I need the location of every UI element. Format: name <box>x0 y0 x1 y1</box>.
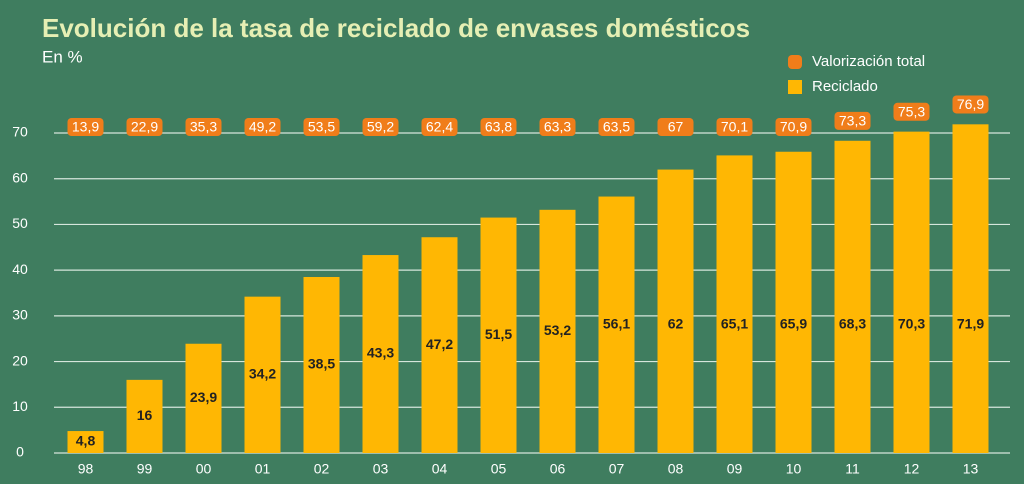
total-marker <box>834 111 871 130</box>
total-marker <box>244 118 281 136</box>
x-tick-label: 98 <box>78 461 94 477</box>
bar-value-label: 65,9 <box>780 316 807 332</box>
chart-subtitle: En % <box>42 47 83 66</box>
bar <box>421 237 458 453</box>
bar <box>126 379 163 453</box>
total-value-label: 70,1 <box>721 119 748 135</box>
bar-value-label: 62 <box>668 316 684 332</box>
bar <box>893 131 930 453</box>
bar <box>244 296 281 453</box>
total-marker <box>657 118 694 136</box>
total-marker <box>775 118 812 136</box>
x-tick-label: 06 <box>550 461 566 477</box>
bar-value-label: 16 <box>137 407 153 423</box>
bar-value-label: 65,1 <box>721 316 748 332</box>
total-marker <box>893 102 930 121</box>
x-tick-label: 10 <box>786 461 802 477</box>
bar-value-label: 4,8 <box>76 433 96 449</box>
x-tick-label: 12 <box>904 461 920 477</box>
total-marker <box>67 118 104 136</box>
total-marker <box>598 118 635 136</box>
total-marker <box>480 118 517 136</box>
x-tick-label: 08 <box>668 461 684 477</box>
total-marker <box>716 118 753 136</box>
bar-value-label: 34,2 <box>249 366 276 382</box>
x-tick-label: 04 <box>432 461 448 477</box>
bar <box>480 217 517 453</box>
bar <box>185 343 222 453</box>
bar-value-label: 43,3 <box>367 345 394 361</box>
bar <box>539 209 576 453</box>
x-tick-label: 11 <box>845 461 860 477</box>
total-value-label: 63,5 <box>603 119 630 135</box>
total-value-label: 76,9 <box>957 96 984 112</box>
bar <box>952 124 989 454</box>
total-value-label: 73,3 <box>839 113 866 129</box>
x-tick-label: 13 <box>963 461 979 477</box>
total-marker <box>185 118 222 136</box>
total-value-label: 59,2 <box>367 119 394 135</box>
bar-value-label: 51,5 <box>485 326 512 342</box>
bar <box>834 140 871 453</box>
chart-title: Evolución de la tasa de reciclado de env… <box>42 13 750 43</box>
bar-value-label: 38,5 <box>308 356 335 372</box>
x-tick-label: 00 <box>196 461 212 477</box>
total-value-label: 63,3 <box>544 119 571 135</box>
x-tick-label: 03 <box>373 461 389 477</box>
total-value-label: 49,2 <box>249 119 276 135</box>
y-tick-label: 30 <box>12 307 28 323</box>
legend-label: Valorización total <box>812 53 925 70</box>
x-tick-label: 07 <box>609 461 625 477</box>
bar <box>657 169 694 454</box>
x-tick-label: 02 <box>314 461 330 477</box>
legend-marker <box>788 80 802 94</box>
total-marker <box>303 118 340 136</box>
total-value-label: 63,8 <box>485 119 512 135</box>
y-tick-label: 50 <box>12 215 28 231</box>
legend-marker <box>788 55 802 69</box>
total-marker <box>539 118 576 136</box>
bar <box>775 151 812 453</box>
bar-value-label: 47,2 <box>426 336 453 352</box>
total-marker <box>126 118 163 136</box>
y-tick-label: 20 <box>12 352 28 368</box>
total-marker <box>952 95 989 114</box>
total-marker <box>362 118 399 136</box>
x-tick-label: 09 <box>727 461 743 477</box>
total-value-label: 22,9 <box>131 119 158 135</box>
total-marker <box>421 118 458 136</box>
total-value-label: 62,4 <box>426 119 453 135</box>
bar-value-label: 71,9 <box>957 316 984 332</box>
total-value-label: 70,9 <box>780 119 807 135</box>
bar <box>362 255 399 453</box>
x-tick-label: 05 <box>491 461 507 477</box>
total-value-label: 35,3 <box>190 119 217 135</box>
total-value-label: 75,3 <box>898 103 925 119</box>
bar <box>303 277 340 453</box>
x-tick-label: 99 <box>137 461 153 477</box>
y-tick-label: 0 <box>16 444 24 460</box>
bar <box>716 155 753 453</box>
y-tick-label: 40 <box>12 261 28 277</box>
bar-value-label: 56,1 <box>603 316 630 332</box>
bar <box>598 196 635 454</box>
total-value-label: 53,5 <box>308 119 335 135</box>
total-value-label: 67 <box>668 119 684 135</box>
bar-value-label: 70,3 <box>898 316 925 332</box>
bar-value-label: 23,9 <box>190 389 217 405</box>
y-tick-label: 10 <box>12 398 28 414</box>
legend-label: Reciclado <box>812 78 878 95</box>
x-tick-label: 01 <box>255 461 271 477</box>
total-value-label: 13,9 <box>72 119 99 135</box>
y-tick-label: 70 <box>12 124 28 140</box>
bar <box>67 431 104 453</box>
y-tick-label: 60 <box>12 169 28 185</box>
bar-value-label: 53,2 <box>544 322 571 338</box>
bar-value-label: 68,3 <box>839 316 866 332</box>
